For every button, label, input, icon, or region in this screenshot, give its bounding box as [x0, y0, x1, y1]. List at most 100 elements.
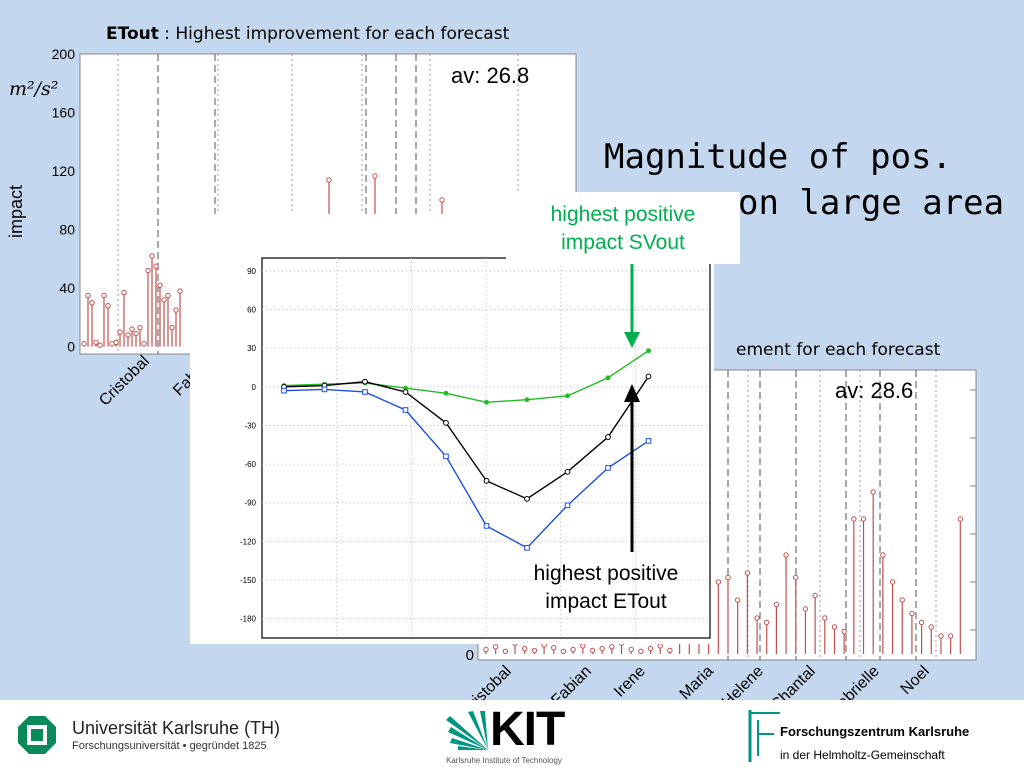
etout-callout-line-2: impact ETout: [545, 590, 667, 613]
line-marker: [402, 407, 409, 413]
bottom-stem-marker: [589, 647, 596, 654]
bottom-stem-marker: [560, 648, 567, 654]
line-marker: [605, 375, 611, 381]
line-marker: [483, 477, 490, 484]
kit-wing-logo-icon: [446, 711, 488, 750]
line-marker: [524, 545, 530, 551]
svout-callout-line-1: highest positive: [550, 203, 696, 226]
top-unit-label: m²/s²: [9, 78, 59, 100]
bottom-stem-marker: [938, 633, 944, 639]
bottom-stem-marker: [773, 601, 780, 608]
top-stem-marker: [133, 330, 139, 337]
bottom-stem-marker: [764, 619, 770, 626]
line-marker: [645, 373, 652, 380]
top-stem-marker: [157, 282, 163, 288]
bottom-stem-marker: [957, 516, 964, 522]
line-marker: [362, 389, 368, 395]
etout-callout-line-1: highest positive: [533, 562, 679, 585]
callout-arrows: [624, 264, 640, 552]
bottom-stem-marker: [657, 643, 663, 649]
line-series-2: [283, 376, 650, 500]
top-stem-marker: [153, 263, 159, 269]
bottom-storm-label: Gabrielle: [826, 663, 883, 702]
bottom-stem-marker: [570, 646, 576, 653]
top-stem-marker: [149, 253, 155, 259]
university-name: Universität Karlsruhe (TH): [72, 718, 281, 738]
line-marker: [281, 387, 287, 394]
bottom-stem-marker: [860, 516, 867, 522]
top-y-tick-label: 200: [52, 48, 76, 62]
top-stem-marker: [121, 289, 127, 296]
bottom-stem-marker: [947, 633, 954, 639]
line-marker: [402, 389, 409, 395]
top-stem-marker: [89, 300, 95, 306]
bottom-stem-marker: [502, 648, 509, 654]
footer-bar: Universität Karlsruhe (TH) Forschungsuni…: [0, 700, 1024, 768]
bottom-stem-marker: [802, 606, 809, 612]
bottom-average-label: av: 28.6: [835, 378, 914, 403]
bottom-stem-marker: [580, 643, 586, 649]
bottom-storm-label: Irene: [611, 663, 649, 701]
top-stem-marker: [439, 197, 445, 203]
top-stem-marker: [125, 332, 131, 338]
bottom-stem-marker: [551, 645, 557, 651]
bottom-stem-marker: [628, 646, 634, 653]
top-stem-marker: [129, 326, 135, 332]
line-y-tick-label: -150: [240, 576, 257, 585]
bottom-stem-marker: [725, 574, 731, 581]
top-stem-marker: [93, 339, 99, 345]
kit-subtitle: Karlsruhe Institute of Technology: [446, 756, 562, 765]
line-y-tick-label: 60: [247, 306, 256, 315]
top-stem-marker: [85, 292, 91, 299]
etout-callout-text: highest positive impact ETout: [504, 560, 708, 616]
line-marker: [362, 378, 368, 385]
top-stem-marker: [113, 339, 119, 345]
line-marker: [564, 468, 571, 475]
bottom-stem-marker: [870, 489, 876, 495]
bottom-stem-marker: [812, 592, 818, 599]
fzk-subtitle: in der Helmholtz-Gemeinschaft: [780, 748, 945, 762]
bottom-stem-marker: [647, 645, 654, 652]
line-marker: [321, 386, 328, 393]
top-stem-marker: [372, 173, 378, 179]
bottom-stem-marker: [783, 552, 789, 558]
line-y-tick-label: 90: [247, 267, 256, 276]
bottom-chart-caption: ement for each forecast: [736, 340, 941, 360]
bottom-storm-label: Cristobal: [460, 663, 515, 702]
bottom-storm-label: Chantal: [768, 663, 819, 702]
bottom-stem-marker: [483, 646, 489, 653]
top-stem-marker: [101, 292, 107, 299]
line-series-3: [283, 388, 649, 549]
top-y-tick-label: 80: [59, 222, 75, 238]
line-marker: [443, 453, 449, 460]
fzk-name: Forschungszentrum Karlsruhe: [780, 724, 970, 739]
top-stem-marker: [141, 341, 147, 347]
bottom-stem-marker: [880, 552, 886, 558]
top-y-tick-label: 160: [52, 105, 76, 121]
top-chart-caption: ETout : Highest improvement for each for…: [106, 24, 510, 44]
top-stem-marker: [117, 329, 123, 335]
line-y-tick-label: 0: [252, 383, 257, 392]
bottom-stem-marker: [841, 628, 847, 635]
line-marker: [443, 419, 449, 426]
line-marker: [565, 393, 570, 399]
svout-callout-line-2: impact SVout: [561, 231, 685, 254]
line-marker: [483, 523, 490, 529]
line-marker: [443, 390, 449, 396]
line-marker: [403, 385, 408, 391]
line-y-tick-label: -60: [244, 460, 256, 469]
bottom-stem-marker: [889, 579, 896, 585]
bottom-stem-marker: [851, 516, 857, 522]
bottom-stem-marker: [909, 610, 915, 617]
top-y-tick-label: 40: [59, 280, 75, 296]
top-stem-marker: [173, 307, 179, 313]
line-marker: [605, 434, 611, 440]
bottom-stem-marker: [831, 624, 838, 630]
impact-line-chart: 90 60 30 0 -30 -60 -90 -120 -150 -180: [190, 214, 714, 644]
line-y-tick-label: -180: [240, 615, 257, 624]
line-marker: [646, 348, 651, 354]
top-stem-marker: [326, 177, 332, 183]
svout-arrow-head: [624, 332, 640, 348]
top-average-label: av: 26.8: [451, 63, 530, 88]
bottom-stem-marker: [899, 597, 905, 603]
